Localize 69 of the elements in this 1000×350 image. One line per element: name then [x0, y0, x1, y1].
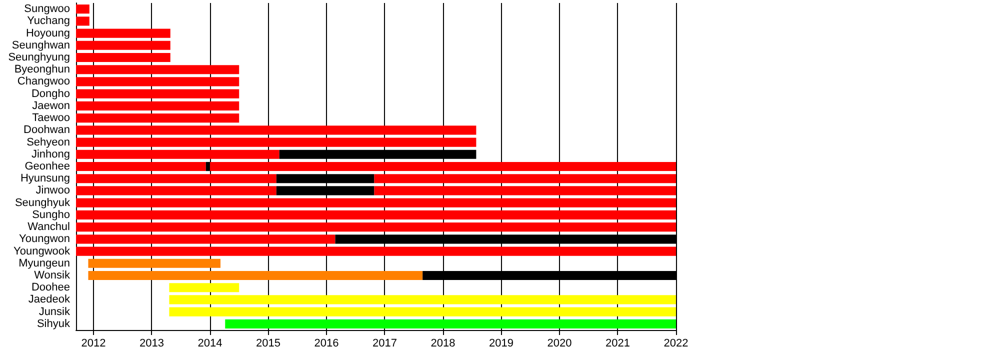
bar — [206, 162, 210, 172]
bar — [88, 258, 220, 268]
y-tick-label: Sungho — [32, 208, 70, 221]
bar — [76, 174, 276, 184]
bar — [76, 89, 240, 98]
bar — [76, 101, 240, 110]
y-tick-label: Yuchang — [27, 15, 70, 28]
bar — [76, 52, 170, 62]
bar — [76, 138, 476, 147]
x-tick-label: 2018 — [430, 338, 456, 350]
bar — [76, 234, 336, 244]
y-tick-label: Myungeun — [18, 257, 70, 270]
x-tick-label: 2020 — [547, 338, 572, 350]
y-tick-label: Byeonghun — [14, 64, 70, 76]
bar — [76, 126, 476, 135]
bar — [76, 65, 240, 74]
x-tick-label: 2017 — [372, 338, 397, 350]
x-tick-label: 2013 — [139, 338, 164, 350]
bar — [374, 186, 676, 196]
y-tick-label: Seunghyung — [8, 52, 70, 64]
y-tick-label: Jinhong — [31, 148, 70, 160]
x-tick-label: 2015 — [256, 338, 280, 350]
bar — [210, 162, 676, 172]
y-tick-label: Youngwon — [19, 233, 70, 246]
y-tick-label: Jaedeok — [28, 294, 70, 306]
bar — [76, 186, 276, 196]
x-tick-label: 2012 — [81, 338, 106, 350]
bar — [76, 150, 280, 159]
y-tick-label: Hyunsung — [20, 172, 70, 185]
y-tick-label: Youngwook — [14, 245, 70, 258]
y-tick-label: Taewoo — [32, 112, 70, 124]
bar — [76, 28, 170, 38]
y-tick-label: Hoyoung — [26, 27, 70, 40]
bar — [76, 198, 676, 208]
y-tick-label: Wonsik — [34, 270, 70, 282]
y-tick-label: Doohwan — [24, 124, 70, 136]
bar — [76, 16, 90, 26]
y-tick-label: Wanchul — [28, 221, 70, 234]
y-tick-label: Seunghyuk — [14, 196, 70, 209]
y-tick-label: Sehyeon — [26, 136, 70, 148]
x-tick-label: 2022 — [664, 338, 688, 350]
bar — [76, 77, 240, 86]
y-tick-label: Seunghwan — [12, 39, 70, 52]
bar — [76, 40, 170, 50]
y-tick-label: Sungwoo — [24, 3, 70, 16]
bar — [88, 270, 423, 280]
bar — [76, 246, 676, 256]
y-tick-label: Changwoo — [17, 76, 70, 88]
bar — [225, 319, 676, 328]
y-tick-label: Doohee — [31, 282, 70, 294]
y-tick-label: Junsik — [38, 306, 70, 318]
bar — [76, 4, 90, 14]
y-tick-label: Geonhee — [24, 160, 70, 172]
bar — [374, 174, 676, 184]
x-tick-label: 2019 — [489, 338, 514, 350]
x-tick-label: 2021 — [606, 338, 630, 350]
y-tick-label: Dongho — [31, 88, 70, 100]
y-tick-label: Sihyuk — [36, 318, 70, 330]
bar — [76, 162, 206, 172]
y-tick-label: Jaewon — [32, 100, 70, 112]
bar — [76, 210, 676, 220]
bar — [169, 307, 676, 316]
x-tick-label: 2014 — [198, 338, 222, 350]
bar — [169, 283, 240, 292]
bar — [76, 114, 240, 123]
y-tick-label: Jinwoo — [36, 184, 70, 197]
bar — [76, 222, 676, 232]
bar — [169, 295, 676, 304]
x-tick-label: 2016 — [314, 338, 339, 350]
